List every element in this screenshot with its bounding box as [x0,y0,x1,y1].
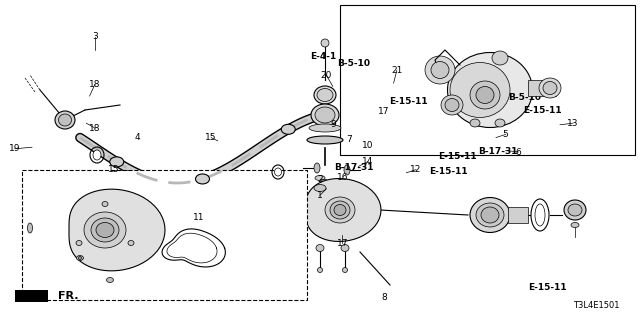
Text: 4: 4 [135,133,140,142]
Text: 16: 16 [337,173,348,182]
Ellipse shape [564,200,586,220]
Text: 21: 21 [391,66,403,75]
Ellipse shape [93,150,101,160]
Ellipse shape [109,157,124,167]
Bar [528,80,556,96]
Text: 10: 10 [362,141,374,150]
Ellipse shape [58,114,72,126]
Ellipse shape [344,165,350,175]
Text: B-5-10: B-5-10 [337,59,371,68]
Text: 9: 9 [330,120,335,129]
Ellipse shape [84,212,126,248]
Text: B-5-10: B-5-10 [508,93,541,102]
Text: 7: 7 [346,135,351,144]
Ellipse shape [330,201,350,219]
Text: 17: 17 [378,107,390,116]
Ellipse shape [128,241,134,245]
Text: 19: 19 [9,144,20,153]
Text: 5: 5 [503,130,508,139]
Ellipse shape [311,104,339,126]
Ellipse shape [543,82,557,94]
Bar [508,207,528,223]
Ellipse shape [309,124,341,132]
Text: E-15-11: E-15-11 [389,97,428,106]
Ellipse shape [334,204,346,215]
Text: T3L4E1501: T3L4E1501 [573,301,620,310]
Ellipse shape [55,111,75,129]
Text: 12: 12 [410,165,422,174]
Text: B-17-31: B-17-31 [334,163,374,172]
Ellipse shape [96,222,114,237]
Text: 17: 17 [337,239,348,248]
Ellipse shape [77,255,83,260]
Ellipse shape [470,81,500,109]
Ellipse shape [316,244,324,252]
Ellipse shape [314,185,326,191]
Text: 2: 2 [317,175,323,184]
Ellipse shape [445,99,459,111]
Ellipse shape [425,56,455,84]
Ellipse shape [314,163,320,173]
Ellipse shape [195,174,209,184]
Polygon shape [305,179,381,242]
Text: 18: 18 [89,80,100,89]
Ellipse shape [476,86,494,103]
Text: E-15-11: E-15-11 [429,167,467,176]
Polygon shape [280,180,300,205]
Ellipse shape [106,277,113,283]
Ellipse shape [441,95,463,115]
Ellipse shape [317,268,323,273]
Text: 18: 18 [89,124,100,132]
Ellipse shape [470,119,480,127]
Text: 8: 8 [381,293,387,302]
Ellipse shape [492,51,508,65]
Ellipse shape [341,244,349,252]
Text: 20: 20 [321,71,332,80]
Ellipse shape [76,241,82,245]
Ellipse shape [539,78,561,98]
Ellipse shape [568,204,582,216]
Text: 6: 6 [516,148,521,156]
Ellipse shape [447,52,532,127]
Ellipse shape [476,203,504,227]
Ellipse shape [315,175,325,180]
Ellipse shape [79,257,81,260]
Ellipse shape [481,207,499,223]
Text: 13: 13 [567,119,579,128]
Ellipse shape [307,136,343,144]
Ellipse shape [102,202,108,206]
Ellipse shape [281,124,295,134]
Ellipse shape [342,268,348,273]
Text: 15: 15 [108,165,120,174]
Text: 3: 3 [92,32,97,41]
Bar [22,170,307,300]
Ellipse shape [495,119,505,127]
Bar [340,5,635,155]
Text: E-4-1: E-4-1 [310,52,337,61]
Ellipse shape [275,168,282,176]
Ellipse shape [450,62,510,117]
Ellipse shape [470,197,510,233]
Text: 14: 14 [362,157,374,166]
Ellipse shape [535,204,545,226]
Text: 1: 1 [317,191,323,200]
Text: E-15-11: E-15-11 [438,152,477,161]
Polygon shape [69,189,165,271]
Ellipse shape [314,86,336,104]
Text: 11: 11 [193,213,204,222]
Ellipse shape [317,89,333,101]
Ellipse shape [315,107,335,123]
Polygon shape [15,290,48,302]
Ellipse shape [431,61,449,78]
Text: FR.: FR. [58,291,79,301]
Text: E-15-11: E-15-11 [528,284,566,292]
Ellipse shape [325,197,355,223]
Text: E-15-11: E-15-11 [524,106,562,115]
Ellipse shape [321,39,329,47]
Ellipse shape [571,222,579,228]
Ellipse shape [28,223,33,233]
Text: B-17-31: B-17-31 [478,147,518,156]
Text: 15: 15 [205,133,217,142]
Ellipse shape [91,218,119,242]
